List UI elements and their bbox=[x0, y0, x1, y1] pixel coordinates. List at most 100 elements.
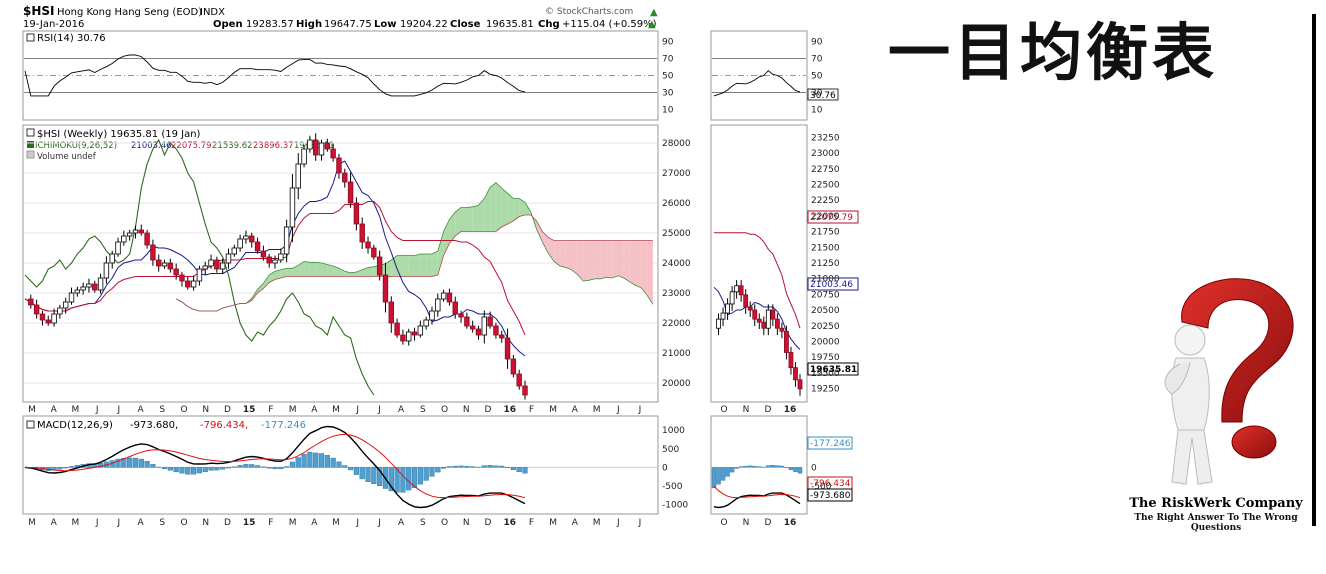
candle-up bbox=[225, 253, 232, 264]
zoom-candle-down bbox=[770, 309, 776, 320]
chg-label: Chg bbox=[538, 19, 560, 30]
open-label: Open bbox=[213, 19, 243, 30]
ichimoku-cloud-segment bbox=[623, 240, 630, 282]
ichimoku-cloud-segment bbox=[519, 198, 525, 217]
x-axis-label-price: S bbox=[420, 405, 426, 415]
macd-zoom-tick-label: 0 bbox=[811, 463, 817, 473]
macd-value-box-text: -973.680 bbox=[810, 491, 851, 501]
candle-up bbox=[161, 262, 168, 267]
x-axis-label-macd: A bbox=[137, 518, 144, 528]
ichimoku-cloud-segment bbox=[490, 182, 496, 232]
x-axis-label-price: D bbox=[224, 405, 231, 415]
senkou-span-b-line bbox=[176, 214, 653, 312]
x-axis-label-price: J bbox=[638, 405, 642, 415]
ichimoku-cloud-segment bbox=[583, 240, 589, 281]
macd-histogram-bar bbox=[179, 467, 185, 474]
ichimoku-cloud-segment bbox=[577, 240, 584, 281]
rsi-zoom-tick-label: 90 bbox=[811, 38, 823, 48]
candle-down bbox=[45, 319, 51, 324]
x-axis-zoom-label-macd: 16 bbox=[784, 518, 797, 528]
macd-histogram-bar bbox=[68, 466, 75, 468]
macd-histogram-bar bbox=[464, 466, 470, 468]
ichimoku-cloud-segment bbox=[315, 262, 322, 277]
x-axis-label-price: A bbox=[137, 405, 144, 415]
ichimoku-cloud-segment bbox=[391, 255, 398, 277]
macd-zoom-histogram-bar bbox=[797, 467, 803, 474]
macd-histogram-bar bbox=[347, 467, 354, 471]
candle-down bbox=[324, 142, 331, 150]
candle-up bbox=[97, 277, 104, 291]
candle-down bbox=[400, 334, 406, 342]
candle-down bbox=[522, 385, 528, 396]
macd-histogram-bar bbox=[243, 464, 249, 468]
ichimoku-cloud-segment bbox=[292, 265, 299, 277]
macd-histogram-bar bbox=[138, 458, 144, 468]
macd-hist-box-text: -177.246 bbox=[810, 439, 851, 449]
macd-histogram-bar bbox=[202, 467, 208, 472]
macd-histogram-bar bbox=[254, 465, 261, 468]
candle-down bbox=[185, 280, 191, 288]
x-axis-label-macd: A bbox=[51, 518, 58, 528]
candle-down bbox=[260, 250, 267, 258]
ichimoku-cloud-segment bbox=[339, 268, 345, 277]
macd-histogram-bar bbox=[63, 467, 69, 469]
macd-histogram-bar bbox=[260, 466, 266, 468]
zoom-candle-down bbox=[774, 318, 780, 329]
candle-up bbox=[237, 238, 243, 249]
candle-up bbox=[208, 259, 214, 267]
macd-histogram-bar bbox=[353, 467, 359, 475]
chg-value: +115.04 (+0.59%) bbox=[562, 19, 657, 30]
rsi-value-box: 30.76 bbox=[807, 88, 839, 101]
candle-down bbox=[394, 322, 400, 336]
tenkan-value-box-text: 21003.46 bbox=[810, 280, 853, 290]
zoom-candle-down bbox=[784, 330, 789, 353]
macd-histogram-bar bbox=[446, 466, 453, 468]
candle-up bbox=[51, 313, 57, 324]
macd-zoom-histogram-bar bbox=[711, 467, 717, 488]
rsi-zoom-tick-label: 50 bbox=[811, 72, 823, 82]
rsi-tick-label: 50 bbox=[662, 72, 674, 82]
candle-up bbox=[440, 292, 447, 300]
candle-down bbox=[458, 313, 464, 318]
ichimoku-legend-name: ICHIMOKU(9,26,52) bbox=[35, 141, 117, 151]
x-axis-label-macd: S bbox=[159, 518, 165, 528]
ichimoku-cloud-segment bbox=[565, 240, 572, 270]
macd-histogram-bar bbox=[220, 467, 226, 470]
candle-up bbox=[132, 229, 139, 234]
macd-histogram-bar bbox=[324, 455, 330, 468]
ichimoku-cloud-segment bbox=[461, 207, 467, 232]
ichimoku-cloud-segment bbox=[321, 263, 328, 277]
ichimoku-title: 一目均衡表 bbox=[888, 16, 1219, 89]
candle-up bbox=[272, 259, 278, 264]
question-mark-figure-icon bbox=[1164, 278, 1294, 485]
zoom-candle-down bbox=[756, 318, 762, 323]
tenkan-sen-line bbox=[24, 160, 526, 357]
macd-histogram-bar bbox=[359, 467, 365, 480]
macd-histogram-bar bbox=[301, 453, 307, 468]
macd-histogram-bar bbox=[150, 464, 156, 468]
ichimoku-cloud-segment bbox=[618, 240, 624, 278]
macd-histogram-bar bbox=[406, 467, 412, 491]
x-axis-label-price: J bbox=[355, 405, 359, 415]
macd-histogram-bar bbox=[121, 457, 127, 468]
candle-up bbox=[196, 268, 203, 282]
candle-down bbox=[254, 241, 261, 252]
chg-up-icon: ▲ bbox=[648, 19, 656, 30]
price-zoom-tick-label: 21000 bbox=[811, 275, 840, 285]
x-axis-zoom-label-price: 16 bbox=[784, 405, 797, 415]
x-axis-label-macd: M bbox=[289, 518, 297, 528]
rsi-tick-label: 30 bbox=[662, 89, 674, 99]
x-axis-label-macd: A bbox=[572, 518, 579, 528]
macd-zoom-histogram-bar bbox=[738, 466, 744, 468]
divider-line bbox=[1312, 14, 1316, 526]
candle-up bbox=[103, 262, 110, 279]
macd-zoom-histogram-bar bbox=[729, 467, 735, 473]
candle-up bbox=[278, 253, 284, 261]
macd-histogram-bar bbox=[493, 465, 499, 468]
ichimoku-cloud-segment bbox=[426, 254, 432, 277]
symbol-label: $HSI bbox=[23, 4, 55, 18]
price-zoom-tick-label: 20250 bbox=[811, 322, 840, 332]
macd-histogram-bar bbox=[208, 467, 214, 471]
price-tick-label: 26000 bbox=[662, 199, 691, 209]
x-axis-label-price: M bbox=[332, 405, 340, 415]
